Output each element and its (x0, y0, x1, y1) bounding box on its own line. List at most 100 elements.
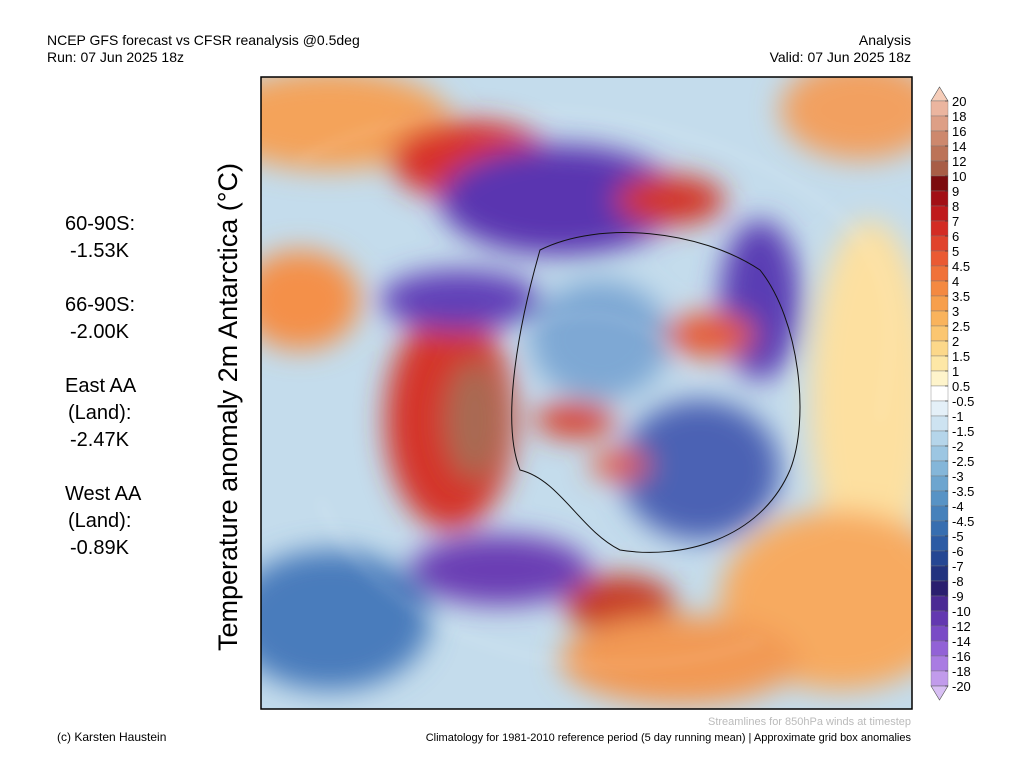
colorbar-bin (930, 235, 949, 252)
colorbar-label: -10 (952, 604, 971, 619)
colorbar-bin (930, 430, 949, 447)
colorbar-label: -1 (952, 409, 964, 424)
colorbar-label: 0.5 (952, 379, 970, 394)
colorbar-arrow (930, 86, 949, 102)
colorbar-label: 1 (952, 364, 959, 379)
colorbar-label: -7 (952, 559, 964, 574)
colorbar-label: -2.5 (952, 454, 974, 469)
colorbar-bin (930, 280, 949, 297)
colorbar-bin (930, 475, 949, 492)
colorbar-label: 4 (952, 274, 959, 289)
climatology-note: Climatology for 1981-2010 reference peri… (426, 732, 912, 744)
stat-label: 60-90S: (65, 213, 135, 235)
colorbar-label: 4.5 (952, 259, 970, 274)
colorbar-bin (930, 655, 949, 672)
colorbar-bin (930, 340, 949, 357)
colorbar-bin (930, 190, 949, 207)
stat-value: -2.47K (70, 429, 130, 451)
colorbar-label: 5 (952, 244, 959, 259)
colorbar-bin (930, 400, 949, 417)
colorbar-label: -14 (952, 634, 971, 649)
colorbar-bin (930, 130, 949, 147)
colorbar-label: -16 (952, 649, 971, 664)
valid: Valid: 07 Jun 2025 18z (770, 49, 911, 65)
mode: Analysis (859, 32, 911, 48)
colorbar-label: 10 (952, 169, 966, 184)
colorbar-label: -2 (952, 439, 964, 454)
colorbar-label: 20 (952, 94, 966, 109)
colorbar-bin (930, 100, 949, 117)
colorbar-label: 3 (952, 304, 959, 319)
title: NCEP GFS forecast vs CFSR reanalysis @0.… (47, 32, 360, 48)
colorbar-label: 6 (952, 229, 959, 244)
colorbar-arrow (930, 685, 949, 701)
colorbar-label: -4.5 (952, 514, 974, 529)
colorbar-label: -3.5 (952, 484, 974, 499)
colorbar-label: 3.5 (952, 289, 970, 304)
streamlines-note: Streamlines for 850hPa winds at timestep (708, 716, 911, 728)
colorbar-label: 8 (952, 199, 959, 214)
colorbar-bin (930, 145, 949, 162)
colorbar-bin (930, 535, 949, 552)
stat-value: -1.53K (70, 240, 130, 262)
colorbar-bin (930, 640, 949, 657)
colorbar-label: -12 (952, 619, 971, 634)
colorbar-label: -5 (952, 529, 964, 544)
stat-label: (Land): (68, 402, 131, 424)
colorbar-bin (930, 490, 949, 507)
colorbar-label: -0.5 (952, 394, 974, 409)
colorbar-label: -8 (952, 574, 964, 589)
colorbar-bin (930, 175, 949, 192)
colorbar-bin (930, 370, 949, 387)
colorbar-bin (930, 520, 949, 537)
colorbar-bin (930, 460, 949, 477)
stats: 60-90S: -1.53K 66-90S: -2.00K East AA (Land):… (65, 213, 142, 559)
colorbar-label: 2 (952, 334, 959, 349)
stat-value: -0.89K (70, 537, 130, 559)
colorbar-bin (930, 310, 949, 327)
colorbar-label: 2.5 (952, 319, 970, 334)
colorbar-label: 9 (952, 184, 959, 199)
colorbar-bin (930, 385, 949, 402)
colorbar-bin (930, 445, 949, 462)
colorbar-bin (930, 565, 949, 582)
stat-label: 66-90S: (65, 294, 135, 316)
colorbar-label: -18 (952, 664, 971, 679)
colorbar-bin (930, 625, 949, 642)
colorbar-label: -3 (952, 469, 964, 484)
colorbar-bin (930, 265, 949, 282)
colorbar-bin (930, 160, 949, 177)
colorbar-label: 16 (952, 124, 966, 139)
stat-value: -2.00K (70, 321, 130, 343)
colorbar-bin (930, 580, 949, 597)
colorbar-bin (930, 220, 949, 237)
run: Run: 07 Jun 2025 18z (47, 49, 184, 65)
colorbar-bin (930, 205, 949, 222)
colorbar-bin (930, 550, 949, 567)
colorbar-label: -1.5 (952, 424, 974, 439)
colorbar-label: 18 (952, 109, 966, 124)
map (261, 77, 912, 709)
colorbar-bin (930, 595, 949, 612)
credit: (c) Karsten Haustein (57, 730, 166, 744)
colorbar-label: 14 (952, 139, 966, 154)
stat-label: (Land): (68, 510, 131, 532)
map-frame (260, 76, 913, 710)
colorbar-bin (930, 325, 949, 342)
colorbar-label: -9 (952, 589, 964, 604)
colorbar-bin (930, 610, 949, 627)
axis-title: Temperature anomaly 2m Antarctica (°C) (213, 163, 243, 651)
colorbar-bin (930, 250, 949, 267)
colorbar-label: 7 (952, 214, 959, 229)
colorbar-bin (930, 115, 949, 132)
colorbar-label: -4 (952, 499, 964, 514)
colorbar-bin (930, 415, 949, 432)
colorbar-label: 1.5 (952, 349, 970, 364)
colorbar-bin (930, 355, 949, 372)
colorbar-bin (930, 295, 949, 312)
colorbar: 201816141210987654.543.532.521.510.5-0.5… (930, 86, 974, 701)
stat-label: East AA (65, 375, 137, 397)
stat-label: West AA (65, 483, 142, 505)
colorbar-label: 12 (952, 154, 966, 169)
